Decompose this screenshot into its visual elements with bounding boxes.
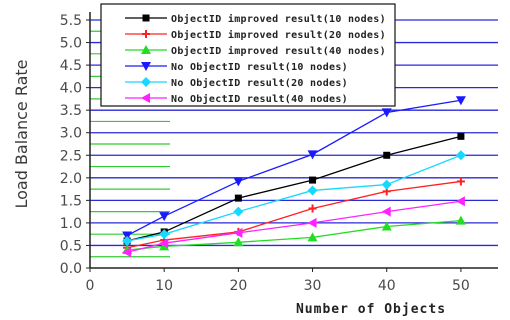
legend-label-1: ObjectID improved result(10 nodes)	[171, 13, 386, 25]
series-3-point-4	[307, 232, 318, 242]
legend-box	[100, 3, 396, 107]
series-3	[122, 215, 466, 254]
legend-label-5: No ObjectID result(20 nodes)	[171, 77, 348, 89]
y-axis-title: Load Balance Rate	[12, 59, 31, 208]
x-tick-label-2: 20	[229, 278, 247, 294]
x-tick-label-1: 10	[155, 278, 173, 294]
series-1-point-4	[309, 176, 317, 184]
legend-label-4: No ObjectID result(10 nodes)	[171, 61, 348, 73]
series-4-point-5	[381, 108, 392, 118]
series-6-point-6	[455, 196, 465, 207]
series-4-point-2	[159, 212, 170, 222]
y-tick-label-3: 1.5	[60, 193, 82, 209]
y-tick-label-11: 5.5	[60, 13, 82, 29]
series-5-point-4	[307, 185, 318, 196]
legend-swatch-marker-1	[142, 14, 150, 22]
series-4	[122, 96, 466, 241]
legend-swatch-marker-2	[142, 30, 150, 38]
y-tick-label-2: 1.0	[60, 216, 82, 232]
legend-swatch-marker-5	[141, 77, 151, 87]
series-5-line	[126, 154, 462, 242]
x-tick-label-4: 40	[378, 278, 396, 294]
series-5	[122, 150, 466, 246]
series-1-point-6	[457, 132, 465, 140]
x-axis-ticks: 0 10 20 30 40 50	[86, 268, 470, 294]
legend-label-2: ObjectID improved result(20 nodes)	[171, 29, 386, 41]
x-axis-title: Number of Objects	[296, 302, 446, 317]
series-3-line	[127, 220, 461, 251]
legend-swatch-marker-6	[141, 93, 150, 103]
y-tick-label-5: 2.5	[60, 148, 82, 164]
legend-label-3: ObjectID improved result(40 nodes)	[171, 45, 386, 57]
legend-swatch-marker-4	[141, 62, 151, 71]
data-series	[122, 96, 466, 258]
series-4-point-3	[233, 177, 244, 187]
y-tick-label-1: 0.5	[60, 238, 82, 254]
series-3-point-5	[381, 221, 392, 231]
series-1	[123, 132, 465, 245]
series-5-point-5	[381, 179, 392, 190]
series-5-point-1	[122, 235, 133, 246]
series-1-line	[126, 135, 462, 242]
series-3-point-6	[455, 215, 466, 225]
series-3-point-3	[233, 237, 244, 247]
series-6-point-2	[159, 238, 169, 249]
series-2-line	[126, 180, 461, 249]
series-6-point-4	[307, 217, 317, 228]
series-4-point-6	[455, 96, 466, 106]
series-4-line	[126, 99, 462, 237]
y-tick-label-6: 3.0	[60, 126, 82, 142]
legend-label-6: No ObjectID result(40 nodes)	[171, 93, 348, 105]
series-2-point-6	[456, 177, 465, 186]
x-tick-label-5: 50	[452, 278, 470, 294]
series-6-point-1	[122, 247, 132, 258]
y-tick-label-9: 4.5	[60, 58, 82, 74]
series-1-point-5	[383, 151, 391, 159]
series-5-point-2	[159, 229, 170, 240]
legend: ObjectID improved result(10 nodes) Object…	[100, 3, 396, 107]
series-5-point-6	[455, 150, 466, 161]
axes	[89, 12, 498, 269]
y-tick-label-4: 2.0	[60, 171, 82, 187]
x-tick-label-3: 30	[304, 278, 322, 294]
y-tick-label-10: 5.0	[60, 36, 82, 52]
y-tick-label-0: 0.0	[60, 261, 82, 277]
series-6-line	[126, 200, 461, 253]
y-tick-label-7: 3.5	[60, 103, 82, 119]
series-6-point-3	[233, 227, 243, 238]
series-5-point-3	[233, 206, 244, 217]
series-6	[122, 196, 465, 258]
series-2-point-4	[308, 204, 317, 213]
series-6-point-5	[381, 206, 391, 217]
y-axis-ticks: 0.0 0.5 1.0 1.5 2.0 2.5 3.0 3.5 4.0 4.5 5.0 5.5	[60, 13, 90, 277]
series-2	[123, 177, 465, 252]
series-1-point-3	[234, 194, 242, 202]
series-4-point-4	[307, 150, 318, 160]
x-tick-label-0: 0	[86, 278, 95, 294]
legend-swatch-marker-3	[141, 45, 151, 54]
y-tick-label-8: 4.0	[60, 81, 82, 97]
